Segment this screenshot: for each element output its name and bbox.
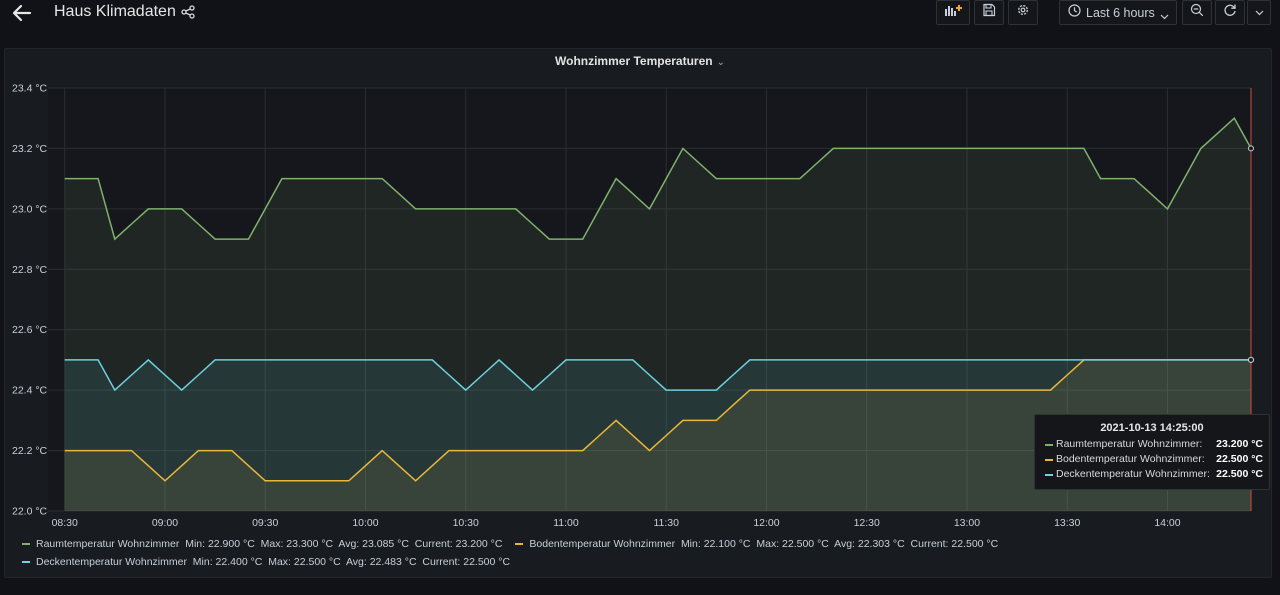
legend-swatch <box>1045 444 1053 446</box>
time-range-label: Last 6 hours <box>1086 5 1155 20</box>
legend-series-name: Raumtemperatur Wohnzimmer <box>36 538 180 550</box>
legend-swatch <box>1045 459 1053 461</box>
legend-series-name: Bodentemperatur Wohnzimmer <box>529 538 676 550</box>
tooltip-value: 23.200 °C <box>1216 438 1263 450</box>
refresh-button[interactable] <box>1215 0 1245 25</box>
x-tick-label: 10:30 <box>453 517 479 529</box>
x-tick-label: 12:30 <box>854 517 880 529</box>
series-area <box>64 359 1252 511</box>
legend-min: Min: 22.400 °C <box>192 556 263 568</box>
legend-swatch <box>22 543 30 546</box>
legend-current: Current: 23.200 °C <box>414 538 503 550</box>
clock-icon <box>1068 3 1081 22</box>
chevron-down-icon <box>1160 8 1169 26</box>
back-arrow-icon[interactable] <box>10 2 34 24</box>
chevron-down-icon <box>1255 4 1264 22</box>
y-tick-label: 22.6 °C <box>12 324 48 336</box>
hover-tooltip: 2021-10-13 14:25:00 Raumtemperatur Wohnz… <box>1034 414 1270 490</box>
x-tick-label: 12:00 <box>753 517 779 529</box>
tooltip-row: Raumtemperatur Wohnzimmer: 23.200 °C <box>1045 438 1265 452</box>
legend-current: Current: 22.500 °C <box>910 538 999 550</box>
y-tick-label: 22.0 °C <box>12 506 48 518</box>
y-tick-label: 23.4 °C <box>12 83 48 95</box>
add-panel-button[interactable] <box>936 0 970 25</box>
add-panel-icon <box>943 3 963 22</box>
x-tick-label: 13:00 <box>954 517 980 529</box>
x-tick-label: 10:00 <box>352 517 378 529</box>
legend-item-raumtemperatur[interactable]: Raumtemperatur Wohnzimmer Min: 22.900 °C… <box>22 538 502 550</box>
series-line <box>64 358 1251 392</box>
tooltip-row: Deckentemperatur Wohnzimmer: 22.500 °C <box>1045 468 1265 482</box>
series-area <box>64 118 1252 511</box>
x-tick-label: 11:00 <box>553 517 579 529</box>
time-picker-button[interactable]: Last 6 hours <box>1059 0 1177 25</box>
x-tick-label: 09:00 <box>152 517 178 529</box>
legend-avg: Avg: 22.303 °C <box>834 538 905 550</box>
tooltip-time: 2021-10-13 14:25:00 <box>1100 422 1204 434</box>
legend-min: Min: 22.900 °C <box>185 538 255 550</box>
tooltip-value: 22.500 °C <box>1216 453 1263 465</box>
legend-item-bodentemperatur[interactable]: Bodentemperatur Wohnzimmer Min: 22.100 °… <box>515 538 998 550</box>
y-tick-label: 22.8 °C <box>12 264 48 276</box>
x-tick-label: 11:30 <box>653 517 679 529</box>
y-tick-label: 22.4 °C <box>12 385 48 397</box>
dashboard-settings-button[interactable] <box>1008 0 1038 25</box>
legend-current: Current: 22.500 °C <box>422 556 511 568</box>
legend-item-deckentemperatur[interactable]: Deckentemperatur Wohnzimmer Min: 22.400 … <box>22 556 510 568</box>
legend-max: Max: 22.500 °C <box>756 538 829 550</box>
save-icon <box>982 3 996 22</box>
save-dashboard-button[interactable] <box>974 0 1004 25</box>
legend-swatch <box>1045 474 1053 476</box>
refresh-interval-button[interactable] <box>1247 0 1271 25</box>
legend-max: Max: 23.300 °C <box>260 538 334 550</box>
x-tick-label: 14:00 <box>1154 517 1180 529</box>
x-tick-label: 13:30 <box>1054 517 1080 529</box>
zoom-out-icon <box>1190 3 1204 22</box>
y-tick-label: 22.2 °C <box>12 445 48 457</box>
y-tick-label: 23.0 °C <box>12 203 48 215</box>
zoom-out-button[interactable] <box>1182 0 1212 25</box>
share-icon[interactable] <box>181 5 195 19</box>
hover-point <box>1248 145 1254 152</box>
panel-title-text: Wohnzimmer Temperaturen <box>555 54 713 68</box>
gear-icon <box>1016 3 1030 22</box>
y-tick-label: 23.2 °C <box>12 143 48 155</box>
legend-series-name: Deckentemperatur Wohnzimmer <box>36 556 187 568</box>
legend-swatch <box>515 543 524 546</box>
legend-max: Max: 22.500 °C <box>268 556 341 568</box>
tooltip-value: 22.500 °C <box>1216 468 1263 480</box>
chevron-down-icon: ⌄ <box>716 57 725 68</box>
graph-legend: Raumtemperatur Wohnzimmer Min: 22.900 °C… <box>22 538 1008 550</box>
legend-swatch <box>22 561 30 564</box>
tooltip-series-name: Bodentemperatur Wohnzimmer: <box>1056 453 1205 465</box>
x-tick-label: 08:30 <box>52 517 78 529</box>
legend-avg: Avg: 23.085 °C <box>338 538 409 550</box>
graph-legend-row-2: Deckentemperatur Wohnzimmer Min: 22.400 … <box>22 556 520 568</box>
series-line <box>64 117 1252 241</box>
tooltip-row: Bodentemperatur Wohnzimmer: 22.500 °C <box>1045 453 1265 467</box>
dashboard-title[interactable]: Haus Klimadaten <box>54 3 176 20</box>
hover-point <box>1248 356 1254 363</box>
panel-title[interactable]: Wohnzimmer Temperaturen ⌄ <box>0 54 1280 68</box>
series-area <box>64 359 1252 511</box>
tooltip-series-name: Deckentemperatur Wohnzimmer: <box>1056 468 1210 480</box>
dashboard-navbar: Haus Klimadaten <box>0 0 1280 26</box>
x-tick-label: 09:30 <box>252 517 278 529</box>
series-line <box>64 359 1251 482</box>
refresh-icon <box>1223 3 1237 22</box>
legend-avg: Avg: 22.483 °C <box>345 556 417 568</box>
tooltip-series-name: Raumtemperatur Wohnzimmer: <box>1056 438 1203 450</box>
legend-min: Min: 22.100 °C <box>680 538 751 550</box>
